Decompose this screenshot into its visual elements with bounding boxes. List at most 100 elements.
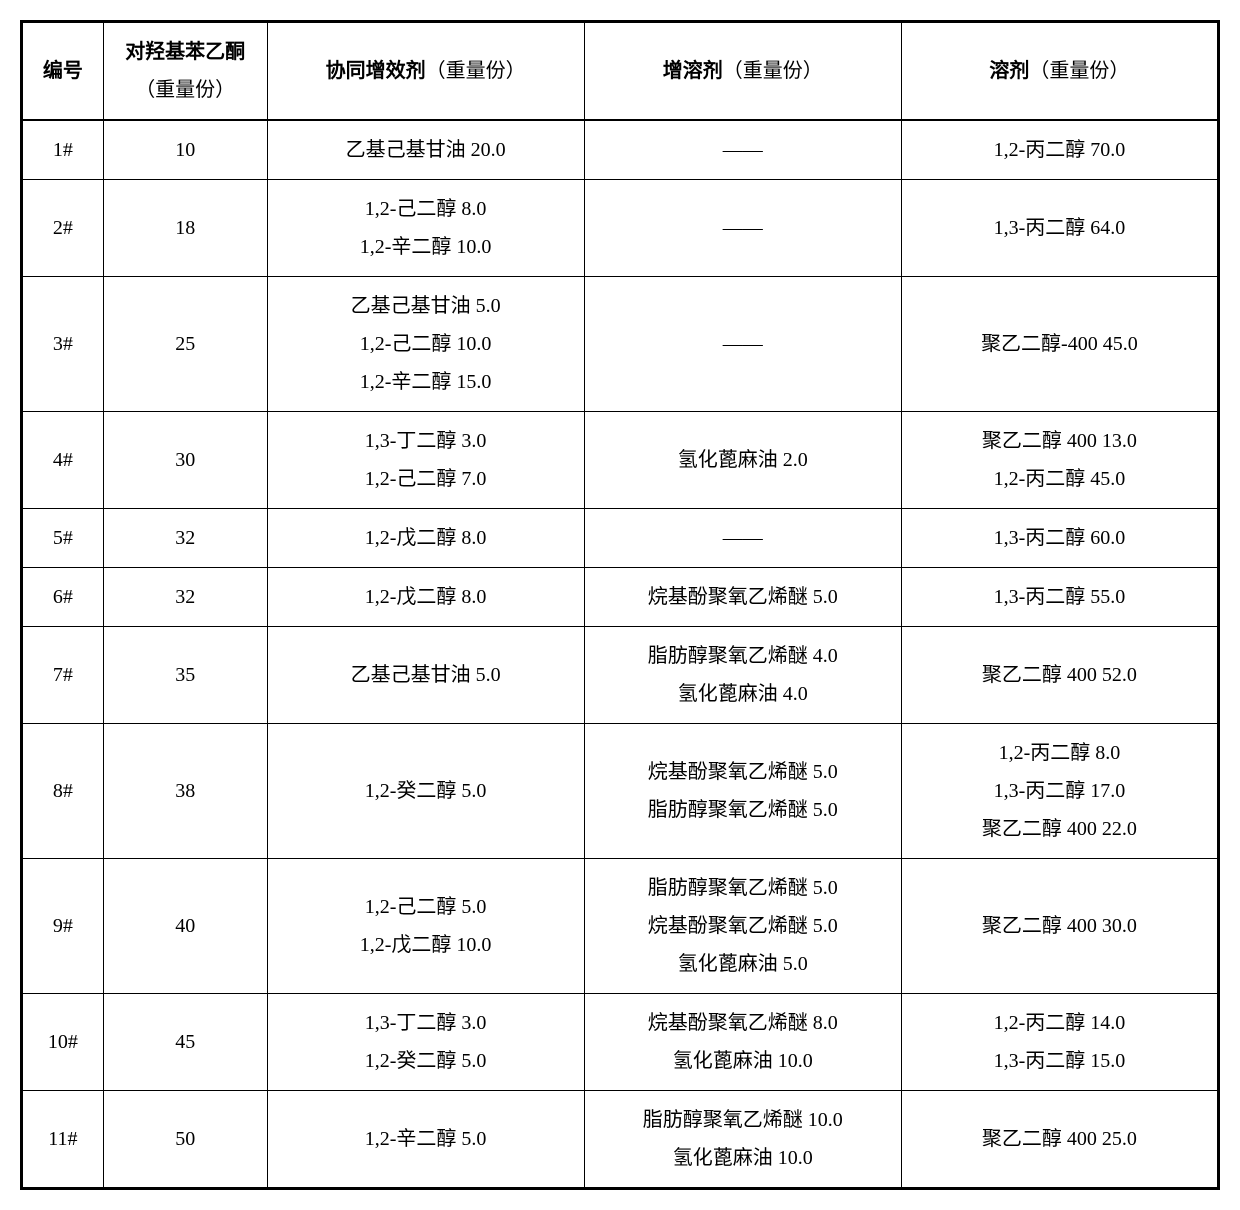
cell-solubilizer: 脂肪醇聚氧乙烯醚 5.0烷基酚聚氧乙烯醚 5.0氢化蓖麻油 5.0 bbox=[584, 859, 901, 994]
cell-line: 1,2-己二醇 8.0 bbox=[274, 190, 578, 228]
cell-synergist: 1,2-己二醇 8.01,2-辛二醇 10.0 bbox=[267, 180, 584, 277]
cell-solubilizer: 脂肪醇聚氧乙烯醚 10.0氢化蓖麻油 10.0 bbox=[584, 1091, 901, 1189]
cell-id: 3# bbox=[22, 277, 104, 412]
cell-line: 1,3-丙二醇 15.0 bbox=[908, 1042, 1211, 1080]
cell-solvent: 聚乙二醇 400 25.0 bbox=[901, 1091, 1218, 1189]
cell-main: 50 bbox=[103, 1091, 267, 1189]
cell-line: 聚乙二醇 400 30.0 bbox=[908, 907, 1211, 945]
cell-line: 1,2-己二醇 5.0 bbox=[274, 888, 578, 926]
cell-solubilizer: —— bbox=[584, 180, 901, 277]
cell-main: 18 bbox=[103, 180, 267, 277]
table-row: 11#501,2-辛二醇 5.0脂肪醇聚氧乙烯醚 10.0氢化蓖麻油 10.0聚… bbox=[22, 1091, 1219, 1189]
cell-id: 10# bbox=[22, 994, 104, 1091]
cell-line: 乙基己基甘油 5.0 bbox=[274, 656, 578, 694]
cell-solubilizer: 脂肪醇聚氧乙烯醚 4.0氢化蓖麻油 4.0 bbox=[584, 627, 901, 724]
cell-line: 聚乙二醇-400 45.0 bbox=[908, 325, 1211, 363]
cell-line: 1,2-丙二醇 70.0 bbox=[908, 131, 1211, 169]
cell-main: 35 bbox=[103, 627, 267, 724]
cell-line: 聚乙二醇 400 25.0 bbox=[908, 1120, 1211, 1158]
cell-synergist: 乙基己基甘油 5.01,2-己二醇 10.01,2-辛二醇 15.0 bbox=[267, 277, 584, 412]
cell-solvent: 聚乙二醇-400 45.0 bbox=[901, 277, 1218, 412]
cell-line: 1,2-丙二醇 14.0 bbox=[908, 1004, 1211, 1042]
cell-line: 1,2-癸二醇 5.0 bbox=[274, 1042, 578, 1080]
cell-solvent: 1,3-丙二醇 60.0 bbox=[901, 509, 1218, 568]
table-row: 1#10乙基己基甘油 20.0——1,2-丙二醇 70.0 bbox=[22, 120, 1219, 180]
cell-line: 1,3-丙二醇 64.0 bbox=[908, 209, 1211, 247]
cell-id: 7# bbox=[22, 627, 104, 724]
cell-main: 10 bbox=[103, 120, 267, 180]
header-solvent: 溶剂（重量份） bbox=[901, 22, 1218, 121]
cell-synergist: 1,2-戊二醇 8.0 bbox=[267, 509, 584, 568]
cell-line: 1,2-癸二醇 5.0 bbox=[274, 772, 578, 810]
cell-line: 聚乙二醇 400 22.0 bbox=[908, 810, 1211, 848]
cell-main: 32 bbox=[103, 568, 267, 627]
cell-id: 6# bbox=[22, 568, 104, 627]
table-row: 9#401,2-己二醇 5.01,2-戊二醇 10.0脂肪醇聚氧乙烯醚 5.0烷… bbox=[22, 859, 1219, 994]
cell-solubilizer: 氢化蓖麻油 2.0 bbox=[584, 412, 901, 509]
cell-solubilizer: 烷基酚聚氧乙烯醚 5.0 bbox=[584, 568, 901, 627]
cell-line: 1,2-丙二醇 45.0 bbox=[908, 460, 1211, 498]
cell-id: 8# bbox=[22, 724, 104, 859]
cell-line: —— bbox=[591, 325, 895, 363]
cell-solvent: 1,3-丙二醇 55.0 bbox=[901, 568, 1218, 627]
table-header: 编号 对羟基苯乙酮（重量份） 协同增效剂（重量份） 增溶剂（重量份） 溶剂（重量… bbox=[22, 22, 1219, 121]
cell-line: 烷基酚聚氧乙烯醚 5.0 bbox=[591, 907, 895, 945]
cell-line: 乙基己基甘油 20.0 bbox=[274, 131, 578, 169]
table-row: 7#35乙基己基甘油 5.0脂肪醇聚氧乙烯醚 4.0氢化蓖麻油 4.0聚乙二醇 … bbox=[22, 627, 1219, 724]
cell-synergist: 1,2-辛二醇 5.0 bbox=[267, 1091, 584, 1189]
cell-solvent: 1,2-丙二醇 14.01,3-丙二醇 15.0 bbox=[901, 994, 1218, 1091]
cell-line: —— bbox=[591, 209, 895, 247]
cell-line: 脂肪醇聚氧乙烯醚 4.0 bbox=[591, 637, 895, 675]
cell-solvent: 聚乙二醇 400 30.0 bbox=[901, 859, 1218, 994]
cell-line: —— bbox=[591, 519, 895, 557]
cell-line: 氢化蓖麻油 10.0 bbox=[591, 1139, 895, 1177]
cell-main: 38 bbox=[103, 724, 267, 859]
cell-solvent: 1,3-丙二醇 64.0 bbox=[901, 180, 1218, 277]
cell-synergist: 1,2-己二醇 5.01,2-戊二醇 10.0 bbox=[267, 859, 584, 994]
table-row: 2#181,2-己二醇 8.01,2-辛二醇 10.0——1,3-丙二醇 64.… bbox=[22, 180, 1219, 277]
cell-line: 氢化蓖麻油 4.0 bbox=[591, 675, 895, 713]
cell-line: 烷基酚聚氧乙烯醚 8.0 bbox=[591, 1004, 895, 1042]
cell-id: 9# bbox=[22, 859, 104, 994]
cell-line: 氢化蓖麻油 2.0 bbox=[591, 441, 895, 479]
cell-main: 45 bbox=[103, 994, 267, 1091]
cell-line: 乙基己基甘油 5.0 bbox=[274, 287, 578, 325]
cell-line: 1,2-己二醇 7.0 bbox=[274, 460, 578, 498]
cell-main: 25 bbox=[103, 277, 267, 412]
cell-synergist: 1,3-丁二醇 3.01,2-癸二醇 5.0 bbox=[267, 994, 584, 1091]
cell-line: —— bbox=[591, 131, 895, 169]
cell-line: 1,3-丁二醇 3.0 bbox=[274, 1004, 578, 1042]
cell-line: 1,3-丙二醇 55.0 bbox=[908, 578, 1211, 616]
cell-synergist: 乙基己基甘油 20.0 bbox=[267, 120, 584, 180]
cell-solvent: 聚乙二醇 400 13.01,2-丙二醇 45.0 bbox=[901, 412, 1218, 509]
cell-synergist: 1,2-癸二醇 5.0 bbox=[267, 724, 584, 859]
header-main: 对羟基苯乙酮（重量份） bbox=[103, 22, 267, 121]
cell-solubilizer: 烷基酚聚氧乙烯醚 8.0氢化蓖麻油 10.0 bbox=[584, 994, 901, 1091]
table-row: 6#321,2-戊二醇 8.0烷基酚聚氧乙烯醚 5.01,3-丙二醇 55.0 bbox=[22, 568, 1219, 627]
table-row: 5#321,2-戊二醇 8.0——1,3-丙二醇 60.0 bbox=[22, 509, 1219, 568]
table-body: 1#10乙基己基甘油 20.0——1,2-丙二醇 70.02#181,2-己二醇… bbox=[22, 120, 1219, 1189]
cell-line: 1,2-辛二醇 10.0 bbox=[274, 228, 578, 266]
cell-synergist: 1,2-戊二醇 8.0 bbox=[267, 568, 584, 627]
cell-id: 4# bbox=[22, 412, 104, 509]
cell-synergist: 乙基己基甘油 5.0 bbox=[267, 627, 584, 724]
cell-solvent: 1,2-丙二醇 70.0 bbox=[901, 120, 1218, 180]
cell-line: 聚乙二醇 400 52.0 bbox=[908, 656, 1211, 694]
cell-id: 11# bbox=[22, 1091, 104, 1189]
cell-solubilizer: 烷基酚聚氧乙烯醚 5.0脂肪醇聚氧乙烯醚 5.0 bbox=[584, 724, 901, 859]
cell-line: 1,2-辛二醇 15.0 bbox=[274, 363, 578, 401]
table-row: 3#25乙基己基甘油 5.01,2-己二醇 10.01,2-辛二醇 15.0——… bbox=[22, 277, 1219, 412]
cell-synergist: 1,3-丁二醇 3.01,2-己二醇 7.0 bbox=[267, 412, 584, 509]
cell-solubilizer: —— bbox=[584, 120, 901, 180]
table-row: 8#381,2-癸二醇 5.0烷基酚聚氧乙烯醚 5.0脂肪醇聚氧乙烯醚 5.01… bbox=[22, 724, 1219, 859]
cell-solvent: 聚乙二醇 400 52.0 bbox=[901, 627, 1218, 724]
cell-line: 脂肪醇聚氧乙烯醚 5.0 bbox=[591, 791, 895, 829]
cell-main: 40 bbox=[103, 859, 267, 994]
header-id: 编号 bbox=[22, 22, 104, 121]
cell-line: 氢化蓖麻油 10.0 bbox=[591, 1042, 895, 1080]
cell-line: 1,2-戊二醇 8.0 bbox=[274, 519, 578, 557]
cell-line: 1,3-丁二醇 3.0 bbox=[274, 422, 578, 460]
cell-id: 5# bbox=[22, 509, 104, 568]
cell-id: 2# bbox=[22, 180, 104, 277]
cell-main: 30 bbox=[103, 412, 267, 509]
